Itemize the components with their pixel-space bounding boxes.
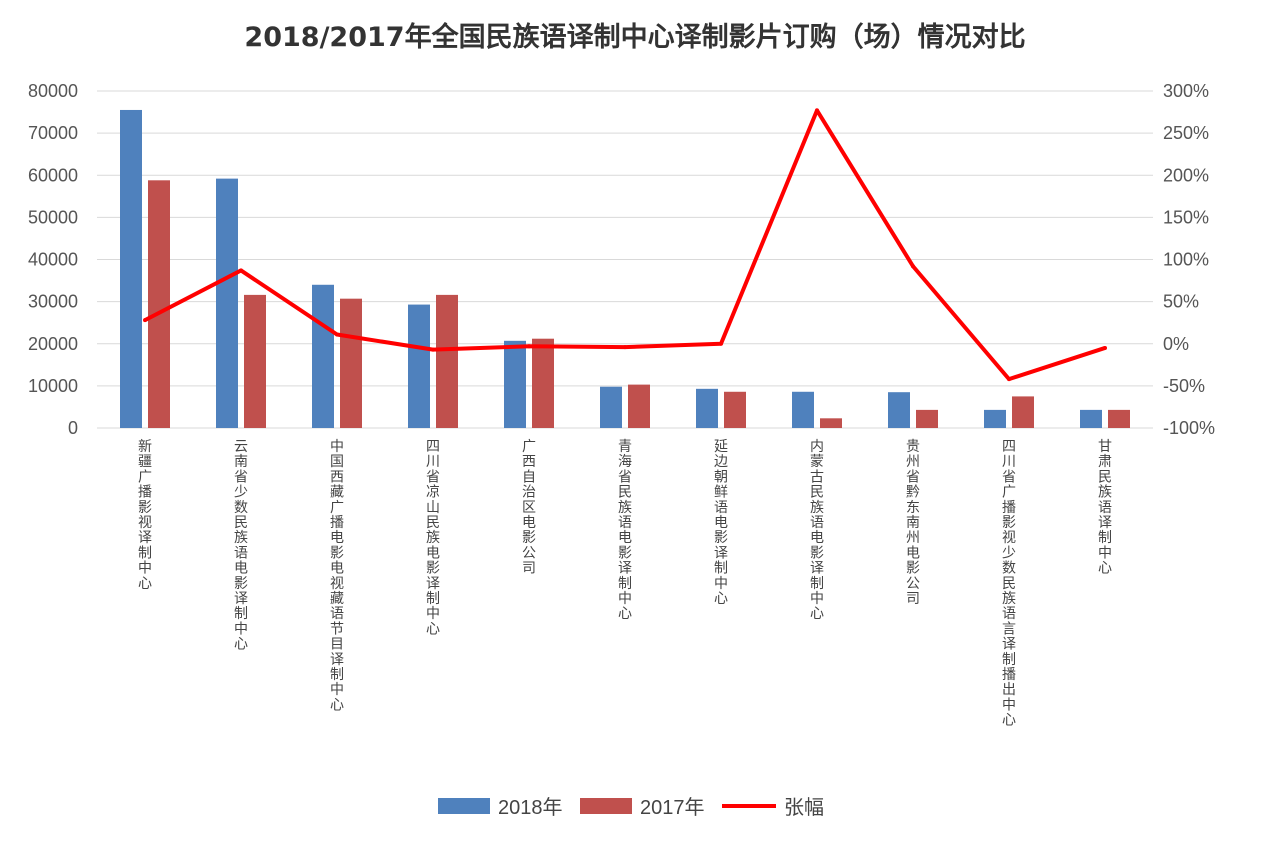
bar-2017-4 <box>532 338 554 428</box>
category-label: 广西自治区电影公司 <box>522 439 536 577</box>
bar-2017-10 <box>1108 409 1130 428</box>
left-tick-label: 80000 <box>28 81 78 101</box>
left-tick-label: 20000 <box>28 334 78 354</box>
bar-2018-6 <box>696 388 718 428</box>
bar-2018-5 <box>600 386 622 428</box>
legend-swatch-2018 <box>438 798 490 814</box>
gridlines <box>97 90 1153 429</box>
left-tick-label: 70000 <box>28 123 78 143</box>
bar-2017-8 <box>916 409 938 428</box>
legend: 2018年 2017年 张幅 <box>438 796 824 819</box>
bar-2018-9 <box>984 409 1006 428</box>
legend-swatch-2017 <box>580 798 632 814</box>
bars <box>120 109 1130 429</box>
change-point-9 <box>1007 377 1011 382</box>
change-point-1 <box>239 268 243 273</box>
change-point-3 <box>431 347 435 352</box>
category-label: 云南省少数民族语电影译制中心 <box>234 439 248 653</box>
change-point-0 <box>143 318 147 323</box>
legend-label-2018: 2018年 <box>498 796 563 819</box>
category-label: 四川省凉山民族电影译制中心 <box>426 439 440 637</box>
bar-2018-4 <box>504 340 526 428</box>
right-tick-label: 50% <box>1163 292 1199 312</box>
left-tick-label: 0 <box>68 418 78 438</box>
category-label: 青海省民族语电影译制中心 <box>618 439 632 622</box>
bar-2017-3 <box>436 294 458 428</box>
bar-2018-10 <box>1080 409 1102 428</box>
legend-label-2017: 2017年 <box>640 796 705 819</box>
change-line <box>143 108 1107 382</box>
bar-2017-1 <box>244 294 266 428</box>
change-point-8 <box>911 264 915 269</box>
change-point-10 <box>1103 345 1107 350</box>
change-point-7 <box>815 108 819 113</box>
chart-title: 2018/2017年全国民族语译制中心译制影片订购（场）情况对比 <box>244 21 1025 53</box>
change-point-2 <box>335 332 339 337</box>
bar-2018-8 <box>888 392 910 428</box>
right-tick-label: 300% <box>1163 81 1209 101</box>
legend-label-change: 张幅 <box>784 796 824 819</box>
right-tick-label: 150% <box>1163 207 1209 227</box>
category-label: 延边朝鲜语电影译制中心 <box>714 439 728 607</box>
category-label: 中国西藏广播电影电视藏语节目译制中心 <box>330 439 344 713</box>
category-label: 贵州省黔东南州电影公司 <box>906 439 920 607</box>
bar-2017-9 <box>1012 396 1034 428</box>
right-tick-label: 0% <box>1163 334 1189 354</box>
change-point-6 <box>719 341 723 346</box>
bar-2017-5 <box>628 384 650 428</box>
change-point-5 <box>623 345 627 350</box>
change-point-4 <box>527 344 531 349</box>
right-tick-label: 250% <box>1163 123 1209 143</box>
right-tick-label: -50% <box>1163 376 1205 396</box>
bar-2018-2 <box>312 284 334 428</box>
bar-2017-2 <box>340 298 362 428</box>
bar-2018-3 <box>408 304 430 428</box>
bar-2017-7 <box>820 418 842 428</box>
bar-2017-0 <box>148 180 170 428</box>
category-labels: 新疆广播影视译制中心 云南省少数民族语电影译制中心 中国西藏广播电影电视藏语节目译制… <box>138 439 1112 729</box>
bar-2017-6 <box>724 391 746 428</box>
right-tick-label: -100% <box>1163 418 1215 438</box>
category-label: 新疆广播影视译制中心 <box>138 439 152 592</box>
left-tick-label: 60000 <box>28 165 78 185</box>
change-line-path <box>144 108 1106 382</box>
bar-2018-0 <box>120 109 142 429</box>
category-label: 四川省广播影视少数民族语言译制播出中心 <box>1002 439 1016 729</box>
right-tick-label: 200% <box>1163 165 1209 185</box>
left-tick-label: 50000 <box>28 207 78 227</box>
bar-2018-1 <box>216 178 238 428</box>
bar-2018-7 <box>792 391 814 428</box>
right-tick-label: 100% <box>1163 250 1209 270</box>
left-tick-label: 30000 <box>28 292 78 312</box>
left-tick-label: 10000 <box>28 376 78 396</box>
left-tick-label: 40000 <box>28 250 78 270</box>
right-axis-ticks: -100% -50% 0% 50% 100% 150% 200% 250% 300% <box>1163 81 1215 438</box>
category-label: 甘肃民族语译制中心 <box>1098 439 1112 577</box>
category-label: 内蒙古民族语电影译制中心 <box>810 439 824 622</box>
left-axis-ticks: 0 10000 20000 30000 40000 50000 60000 70000 8000… <box>28 81 78 438</box>
